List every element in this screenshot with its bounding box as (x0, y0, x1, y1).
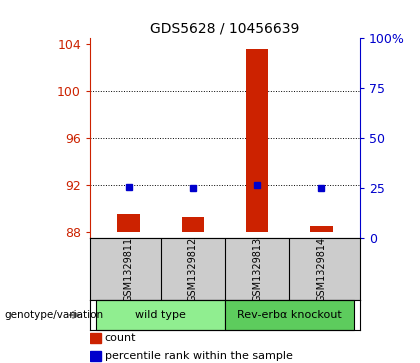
Bar (246, 49, 268, 232)
Bar (117, 215, 140, 232)
Text: genotype/variation: genotype/variation (4, 310, 103, 320)
Text: GSM1329814: GSM1329814 (316, 236, 326, 302)
Bar (97, 300, 225, 330)
Text: GSM1329811: GSM1329811 (123, 236, 134, 302)
Bar (90, 351, 101, 361)
Bar (181, 217, 204, 232)
Text: Rev-erbα knockout: Rev-erbα knockout (237, 310, 341, 320)
Text: percentile rank within the sample: percentile rank within the sample (105, 351, 293, 362)
Text: count: count (105, 333, 136, 343)
Text: GSM1329813: GSM1329813 (252, 236, 262, 302)
Bar (90, 333, 101, 343)
Text: wild type: wild type (135, 310, 186, 320)
Title: GDS5628 / 10456639: GDS5628 / 10456639 (150, 21, 300, 36)
Text: GSM1329812: GSM1329812 (188, 236, 198, 302)
Bar (310, 226, 333, 232)
Bar (225, 300, 354, 330)
